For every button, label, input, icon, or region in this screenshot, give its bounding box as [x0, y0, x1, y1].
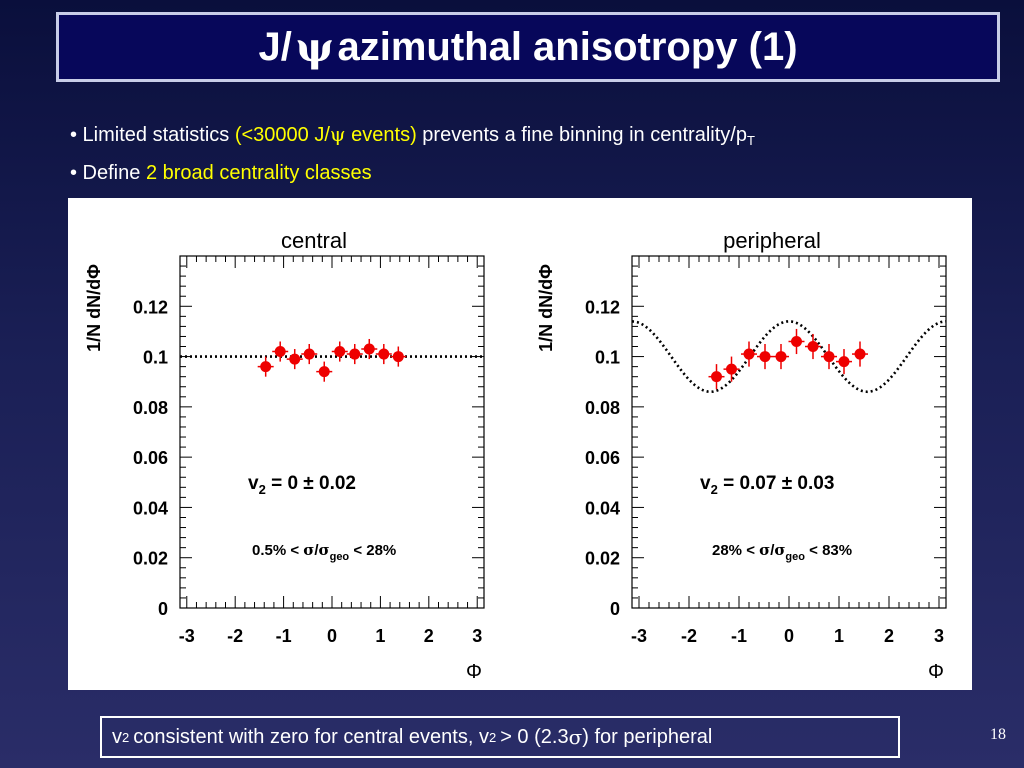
x-tick-label: 3	[472, 626, 482, 646]
footer-text-a: consistent with zero for central events,…	[133, 725, 489, 748]
data-point	[775, 351, 787, 363]
footer-sub: 2	[122, 729, 130, 745]
footer-text-b: > 0 (2.3	[500, 725, 569, 748]
x-tick-label: -2	[227, 626, 243, 646]
x-tick-label: 1	[375, 626, 385, 646]
data-point	[743, 348, 755, 360]
footer-sub2: 2	[488, 729, 497, 745]
x-tick-label: 1	[834, 626, 844, 646]
chart-title: peripheral	[723, 228, 821, 253]
y-tick-label: 0.08	[133, 398, 168, 418]
x-tick-label: -3	[179, 626, 195, 646]
data-point	[363, 343, 375, 355]
data-point	[711, 371, 722, 383]
footer-conclusion: v 2 consistent with zero for central event…	[100, 716, 900, 758]
x-tick-label: 2	[884, 626, 894, 646]
y-tick-label: 0	[158, 599, 168, 619]
v2-annotation: v2 = 0 ± 0.02	[248, 473, 356, 497]
title-prefix: J/	[258, 24, 292, 69]
title-suffix: azimuthal anisotropy (1)	[337, 24, 798, 69]
footer-v: v	[112, 725, 122, 748]
bullet-1-prefix: • Limited statistics	[70, 124, 235, 146]
footer-text-c: ) for peripheral	[582, 725, 713, 748]
x-axis-label: Φ	[466, 661, 482, 683]
chart-peripheral: peripheral 0 0.02 0.04 0.06 0.08 0.1 0.12 -3 -2 -1…	[536, 228, 947, 683]
data-point	[318, 366, 330, 378]
x-tick-label: 0	[784, 626, 794, 646]
data-point	[289, 353, 301, 365]
y-tick-label: 0	[610, 599, 620, 619]
data-point	[726, 363, 737, 375]
bullet-list: • Limited statistics (<30000 J/ψ events)…	[70, 118, 755, 189]
slide-title: J/ ψ azimuthal anisotropy (1)	[56, 12, 1000, 82]
y-tick-label: 0.02	[133, 549, 168, 569]
footer-sigma: σ	[568, 725, 583, 749]
y-tick-label: 0.12	[133, 297, 168, 317]
y-axis-label: 1/N dN/dΦ	[84, 264, 104, 352]
figure-panel: central 0 0.02 0.04 0.06 0.08 0.1 0.12 -3 -2 -1 0 1 2…	[68, 198, 972, 690]
data-point	[823, 351, 835, 363]
title-psi: ψ	[295, 23, 334, 71]
y-tick-label: 0.1	[143, 348, 168, 368]
y-tick-label: 0.06	[585, 448, 620, 468]
x-tick-label: 3	[934, 626, 944, 646]
y-tick-label: 0.04	[585, 498, 620, 518]
bullet-2: • Define 2 broad centrality classes	[70, 157, 755, 189]
data-point	[791, 335, 802, 347]
bullet-1-highlight-a: (<30000 J/	[234, 124, 330, 146]
data-point	[854, 348, 866, 360]
bullet-2-prefix: • Define	[70, 162, 146, 184]
data-point	[274, 346, 286, 358]
centrality-annotation: 28% < σ/σgeo < 83%	[712, 541, 852, 563]
chart-central: central 0 0.02 0.04 0.06 0.08 0.1 0.12 -3 -2 -1 0 1 2…	[84, 228, 485, 683]
x-tick-label: -3	[631, 626, 647, 646]
x-tick-label: 0	[327, 626, 337, 646]
bullet-2-highlight: 2 broad centrality classes	[145, 162, 372, 184]
data-point	[378, 348, 390, 360]
data-point	[334, 346, 346, 358]
y-tick-label: 0.08	[585, 398, 620, 418]
data-point	[759, 351, 771, 363]
data-point	[260, 361, 272, 373]
data-point	[807, 341, 819, 353]
centrality-annotation: 0.5% < σ/σgeo < 28%	[252, 541, 396, 563]
bullet-1: • Limited statistics (<30000 J/ψ events)…	[70, 118, 755, 157]
data-point	[349, 348, 361, 360]
y-tick-label: 0.06	[133, 448, 168, 468]
bullet-1-psi: ψ	[329, 122, 346, 146]
bullet-1-suffix: prevents a fine binning in centrality/p	[416, 124, 747, 146]
y-tick-label: 0.02	[585, 549, 620, 569]
v2-annotation: v2 = 0.07 ± 0.03	[700, 473, 834, 497]
x-tick-label: -1	[731, 626, 747, 646]
bullet-1-subscript: T	[746, 133, 755, 148]
data-point	[392, 351, 404, 363]
data-point	[838, 356, 850, 368]
fit-curve	[631, 320, 947, 394]
y-tick-label: 0.04	[133, 498, 168, 518]
y-axis-label: 1/N dN/dΦ	[536, 264, 556, 352]
bullet-1-highlight-b: events)	[345, 124, 417, 146]
x-tick-label: 2	[424, 626, 434, 646]
x-tick-label: -2	[681, 626, 697, 646]
page-number: 18	[990, 726, 1006, 743]
data-point	[303, 348, 315, 360]
y-tick-label: 0.1	[595, 348, 620, 368]
x-axis-label: Φ	[928, 661, 944, 683]
chart-title: central	[281, 228, 347, 253]
x-tick-label: -1	[276, 626, 292, 646]
y-tick-label: 0.12	[585, 297, 620, 317]
